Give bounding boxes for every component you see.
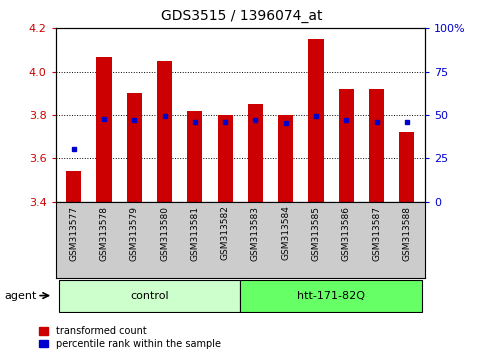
Text: GSM313583: GSM313583	[251, 206, 260, 261]
Text: GDS3515 / 1396074_at: GDS3515 / 1396074_at	[161, 9, 322, 23]
Bar	[241, 280, 422, 312]
Bar	[339, 89, 354, 202]
Bar	[157, 61, 172, 202]
Text: GSM313585: GSM313585	[312, 206, 321, 261]
Text: agent: agent	[5, 291, 37, 301]
Bar	[58, 280, 241, 312]
Text: GSM313588: GSM313588	[402, 206, 412, 261]
Bar	[369, 89, 384, 202]
Bar	[248, 104, 263, 202]
Bar	[278, 115, 293, 202]
Text: htt-171-82Q: htt-171-82Q	[297, 291, 365, 301]
Bar	[399, 132, 414, 202]
Text: GSM313586: GSM313586	[342, 206, 351, 261]
Text: GSM313584: GSM313584	[281, 206, 290, 261]
Bar	[217, 115, 233, 202]
Text: GSM313587: GSM313587	[372, 206, 381, 261]
Text: control: control	[130, 291, 169, 301]
Text: GSM313582: GSM313582	[221, 206, 229, 261]
Legend: transformed count, percentile rank within the sample: transformed count, percentile rank withi…	[39, 326, 221, 349]
Text: GSM313577: GSM313577	[69, 206, 78, 261]
Bar	[66, 171, 81, 202]
Bar	[309, 39, 324, 202]
Bar	[127, 93, 142, 202]
Bar	[97, 57, 112, 202]
Text: GSM313579: GSM313579	[130, 206, 139, 261]
Text: GSM313578: GSM313578	[99, 206, 109, 261]
Bar	[187, 111, 202, 202]
Text: GSM313581: GSM313581	[190, 206, 199, 261]
Text: GSM313580: GSM313580	[160, 206, 169, 261]
